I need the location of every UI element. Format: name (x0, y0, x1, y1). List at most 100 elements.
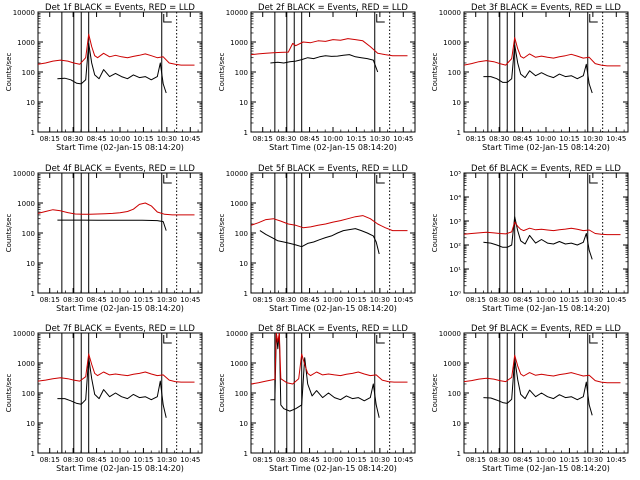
y-tick-label: 1 (457, 129, 461, 137)
y-tick-label: 10000 (13, 170, 35, 178)
range-bracket (163, 335, 172, 344)
lld-series-line (464, 37, 621, 67)
x-tick-label: 10:30 (370, 135, 390, 143)
y-axis-label: Counts/sec (5, 374, 13, 413)
x-tick-label: 10:45 (393, 135, 413, 143)
lld-series-line (38, 202, 195, 216)
x-tick-label: 10:45 (393, 296, 413, 304)
x-tick-label: 08:45 (86, 296, 106, 304)
y-tick-label: 10000 (226, 9, 248, 17)
x-tick-label: 08:45 (86, 135, 106, 143)
plot-frame (463, 332, 629, 454)
plot-frame (37, 172, 203, 294)
x-tick-label: 10:45 (180, 456, 200, 464)
x-tick-label: 10:30 (583, 456, 603, 464)
y-tick-label: 10¹ (449, 266, 461, 274)
x-tick-label: 08:30 (63, 296, 83, 304)
y-tick-label: 10² (449, 242, 461, 250)
x-tick-label: 08:30 (489, 135, 509, 143)
x-tick-label: 08:15 (253, 296, 273, 304)
x-tick-label: 10:30 (583, 135, 603, 143)
x-tick-label: 08:30 (63, 456, 83, 464)
y-tick-label: 100 (448, 69, 461, 77)
y-tick-label: 1000 (230, 39, 248, 47)
x-tick-label: 08:30 (489, 296, 509, 304)
x-tick-label: 10:15 (133, 135, 153, 143)
y-tick-label: 100 (235, 390, 248, 398)
y-axis-label: Counts/sec (218, 214, 226, 253)
panel-title: Det 7f BLACK = Events, RED = LLD (45, 324, 195, 334)
x-tick-label: 10:45 (606, 135, 626, 143)
y-tick-label: 10 (452, 99, 461, 107)
y-tick-label: 1 (457, 450, 461, 458)
y-axis-label: Counts/sec (218, 53, 226, 92)
y-tick-label: 10000 (13, 9, 35, 17)
detector-panel-2: Det 2f BLACK = Events, RED = LLD 1 10 100 10… (218, 3, 416, 152)
x-tick-label: 10:15 (346, 296, 366, 304)
x-tick-label: 10:30 (157, 456, 177, 464)
x-tick-label: 10:45 (606, 296, 626, 304)
y-tick-label: 10000 (13, 330, 35, 338)
y-tick-label: 1000 (17, 200, 35, 208)
x-tick-label: 10:30 (370, 296, 390, 304)
x-tick-label: 08:30 (489, 456, 509, 464)
x-axis-label: Start Time (02-Jan-15 08:14:20) (482, 464, 610, 473)
plot-frame (250, 172, 416, 294)
plot-frame (37, 332, 203, 454)
x-tick-label: 10:30 (370, 456, 390, 464)
range-bracket (163, 175, 172, 184)
y-tick-label: 1000 (17, 360, 35, 368)
x-tick-label: 08:45 (512, 296, 532, 304)
x-axis-label: Start Time (02-Jan-15 08:14:20) (269, 304, 397, 313)
x-tick-label: 08:15 (253, 456, 273, 464)
series-group (38, 33, 195, 94)
x-tick-label: 08:45 (512, 456, 532, 464)
x-tick-label: 10:45 (180, 296, 200, 304)
x-tick-label: 10:30 (157, 296, 177, 304)
y-tick-label: 10000 (226, 170, 248, 178)
detector-panel-5: Det 5f BLACK = Events, RED = LLD 1 10 100 10… (218, 164, 416, 313)
series-group (38, 353, 195, 418)
events-series-line (57, 42, 167, 94)
x-tick-label: 08:30 (63, 135, 83, 143)
lld-series-line (464, 221, 621, 236)
x-tick-label: 08:15 (466, 296, 486, 304)
x-tick-label: 08:45 (299, 135, 319, 143)
x-tick-label: 10:15 (133, 456, 153, 464)
series-group (251, 38, 408, 73)
plot-frame (463, 172, 629, 294)
range-bracket (376, 335, 385, 344)
range-bracket (589, 175, 598, 184)
series-group (251, 333, 408, 418)
plot-frame (250, 11, 416, 133)
y-tick-label: 10⁵ (449, 170, 461, 178)
events-series-line (259, 228, 380, 255)
series-group (464, 354, 621, 416)
x-tick-label: 10:00 (536, 135, 556, 143)
y-tick-label: 100 (22, 390, 35, 398)
events-series-line (270, 54, 379, 73)
lld-series-line (38, 353, 195, 383)
panel-title: Det 2f BLACK = Events, RED = LLD (258, 3, 408, 13)
x-tick-label: 10:00 (110, 135, 130, 143)
x-axis-label: Start Time (02-Jan-15 08:14:20) (269, 464, 397, 473)
y-tick-label: 1000 (443, 360, 461, 368)
y-tick-label: 1 (244, 290, 248, 298)
x-tick-label: 08:15 (40, 456, 60, 464)
plot-frame (37, 11, 203, 133)
x-tick-label: 08:15 (466, 456, 486, 464)
y-tick-label: 10 (452, 420, 461, 428)
x-tick-label: 08:45 (299, 296, 319, 304)
events-series-line (483, 358, 593, 416)
panel-title: Det 1f BLACK = Events, RED = LLD (45, 3, 195, 13)
detector-panel-3: Det 3f BLACK = Events, RED = LLD 1 10 100 10… (431, 3, 629, 152)
series-group (464, 37, 621, 94)
x-axis-label: Start Time (02-Jan-15 08:14:20) (56, 304, 184, 313)
y-tick-label: 10000 (439, 330, 461, 338)
lld-series-line (251, 333, 408, 385)
y-tick-label: 10 (239, 420, 248, 428)
y-tick-label: 10000 (226, 330, 248, 338)
y-tick-label: 1000 (230, 360, 248, 368)
